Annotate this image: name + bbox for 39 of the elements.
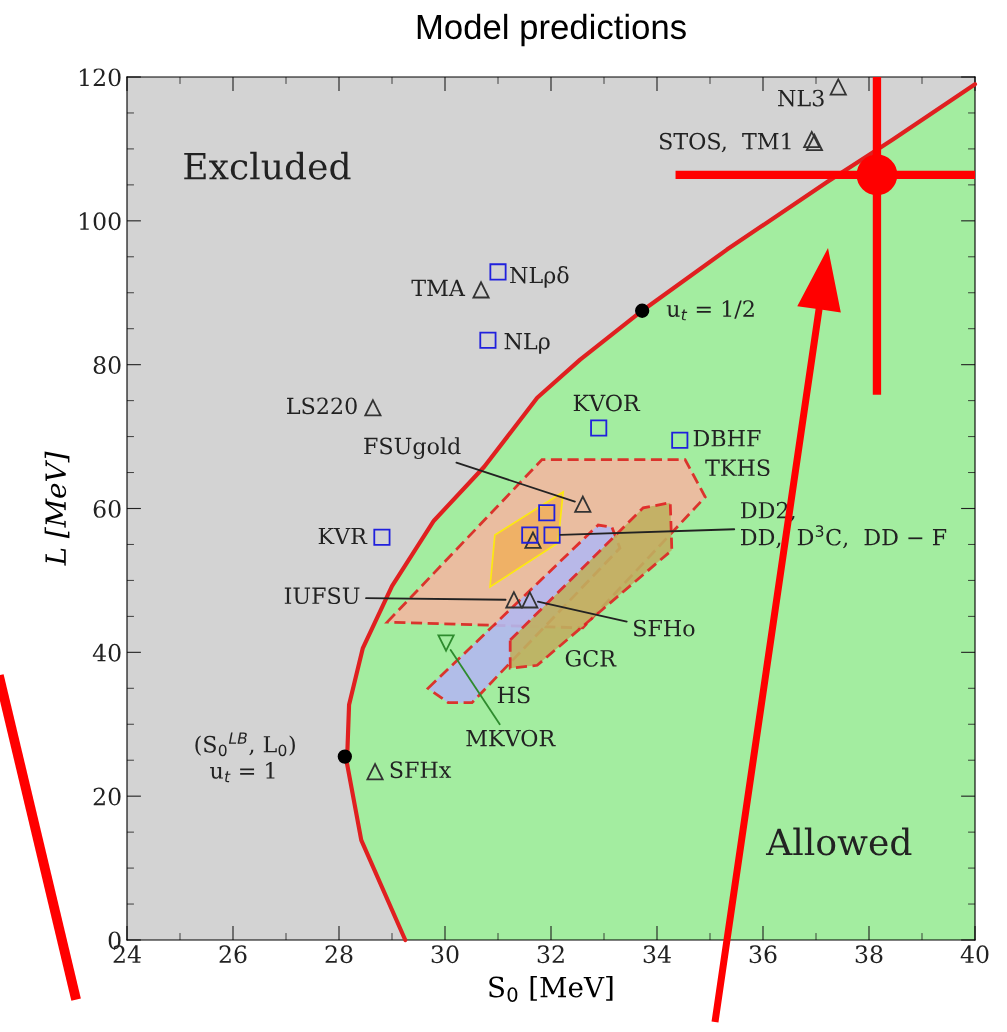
x-tick-label: 36 bbox=[749, 945, 777, 964]
annotation: NL3 bbox=[778, 89, 824, 107]
annotation: STOS, TM1 bbox=[659, 132, 791, 153]
annotation: Excluded bbox=[184, 151, 351, 180]
x-tick-label: 26 bbox=[219, 945, 247, 964]
y-tick-label: 100 bbox=[79, 212, 121, 231]
x-axis-title: S$_{0}$ [MeV] bbox=[489, 976, 613, 1002]
annotation: SFHo bbox=[634, 619, 695, 637]
y-tick-label: 80 bbox=[93, 356, 121, 374]
annotation: u$_{t}$ = 1 bbox=[210, 762, 275, 783]
annotation: LS220 bbox=[287, 397, 357, 415]
annotation: KVR bbox=[318, 527, 368, 545]
x-tick-label: 30 bbox=[431, 945, 459, 964]
annotation: MKVOR bbox=[466, 729, 556, 747]
y-tick-label: 120 bbox=[79, 68, 121, 87]
annotation: KVOR bbox=[573, 394, 641, 412]
y-tick-label: 60 bbox=[93, 499, 121, 518]
annotation: DBHF bbox=[693, 430, 761, 447]
annotation: NLρ bbox=[504, 333, 550, 354]
y-tick-label: 20 bbox=[93, 787, 121, 806]
x-tick-label: 38 bbox=[855, 945, 883, 964]
annotation: IUFSU bbox=[284, 587, 360, 605]
x-tick-label: 28 bbox=[325, 945, 353, 964]
y-tick-label: 40 bbox=[92, 643, 121, 662]
annotation: SFHx bbox=[390, 761, 452, 779]
annotation: GCR bbox=[565, 649, 617, 667]
annotation: NLρδ bbox=[510, 266, 569, 288]
annotation: (S$_{0}$$^{LB}$, L$_{0}$) bbox=[195, 732, 295, 757]
x-tick-label: 32 bbox=[537, 945, 564, 964]
annotation: u$_{t}$ = 1/2 bbox=[666, 300, 754, 321]
x-tick-label: 40 bbox=[960, 945, 989, 964]
annotation: TMA bbox=[411, 279, 466, 297]
x-tick-label: 34 bbox=[643, 945, 671, 964]
annotation: Allowed bbox=[765, 827, 912, 856]
annotation: TKHS bbox=[705, 459, 770, 477]
y-axis-title: L [MeV] bbox=[44, 451, 70, 566]
annotation: HS bbox=[497, 686, 530, 704]
chart-title: Model predictions bbox=[417, 13, 686, 47]
annotation: FSUgold bbox=[364, 437, 461, 459]
